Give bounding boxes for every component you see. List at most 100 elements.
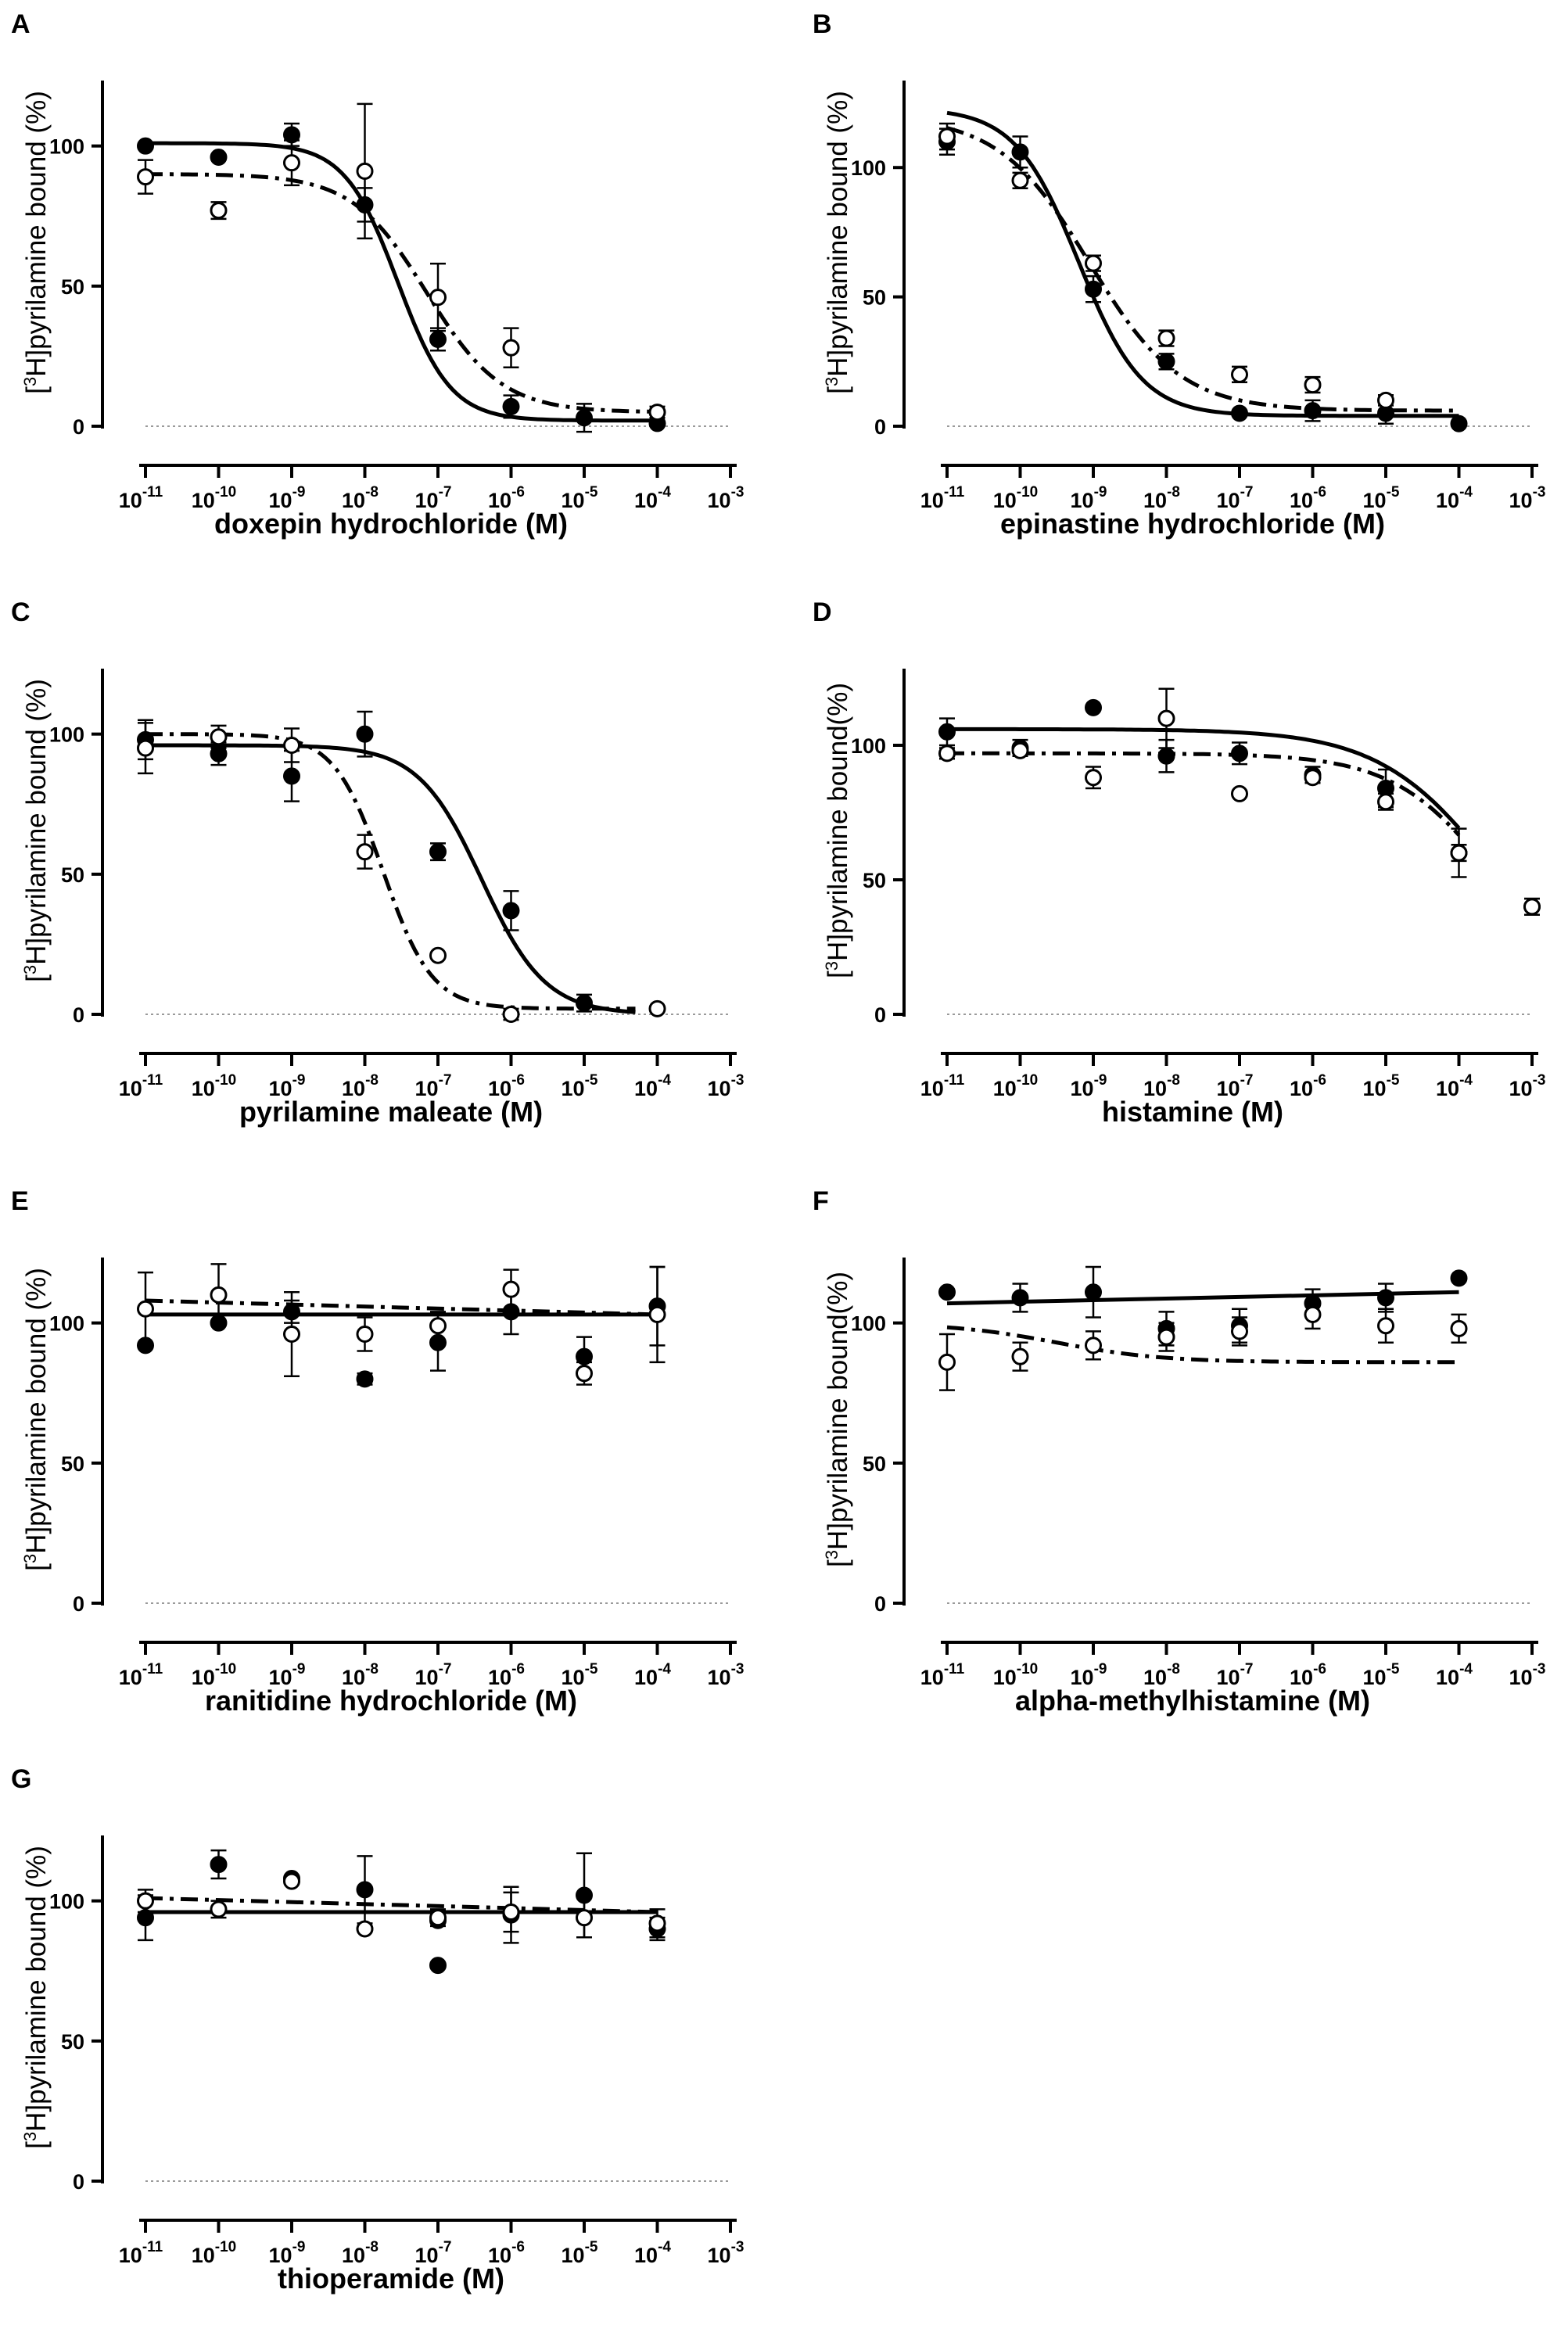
data-point-open: [137, 739, 154, 757]
x-tick-label: 10-3: [1509, 484, 1546, 512]
y-axis-label: [3H]pyrilamine bound (%): [822, 91, 853, 394]
x-tick-label: 10-5: [1363, 484, 1400, 512]
data-point-open: [1450, 1319, 1468, 1337]
data-point-filled: [576, 409, 593, 427]
data-point-filled: [429, 1957, 447, 1975]
y-axis: 0 50 100: [49, 1258, 104, 1616]
series-open: [938, 687, 1541, 916]
fit-line-filled: [145, 141, 658, 423]
data-point-open: [137, 1300, 154, 1318]
x-axis: 10-11 10-10 10-9 10-8 10-7 10-6 10-5 10-4 10-3: [119, 1052, 744, 1100]
x-tick-label: 10-11: [119, 484, 163, 512]
x-tick-label: 10-7: [415, 484, 452, 512]
series-open: [137, 722, 666, 1023]
x-tick-label: 10-3: [708, 2239, 745, 2267]
data-point-filled: [1450, 414, 1468, 432]
y-tick-label: 100: [49, 1312, 84, 1336]
x-tick-label: 10-11: [119, 1072, 163, 1100]
y-tick-label: 0: [73, 415, 84, 439]
data-point-filled: [502, 902, 520, 920]
x-axis-label: doxepin hydrochloride (M): [214, 508, 568, 540]
data-point-open: [356, 843, 374, 861]
panel-letter: B: [813, 9, 832, 39]
fit-line-open: [145, 732, 636, 1011]
x-tick-label: 10-6: [1290, 1661, 1326, 1689]
y-tick-label: 100: [851, 734, 886, 758]
x-tick-label: 10-5: [562, 2239, 598, 2267]
data-point-filled: [938, 723, 956, 741]
fit-line-open: [145, 172, 658, 414]
data-point-open: [1231, 784, 1248, 802]
panel-letter: G: [11, 1764, 31, 1794]
x-tick-label: 10-3: [708, 484, 745, 512]
data-point-filled: [1011, 143, 1029, 161]
data-point-open: [1085, 1337, 1102, 1354]
x-tick-label: 10-6: [1290, 484, 1326, 512]
fit-line-filled: [946, 110, 1459, 418]
fit-line-open: [947, 751, 1461, 837]
series-open: [137, 1872, 666, 1939]
x-axis: 10-11 10-10 10-9 10-8 10-7 10-6 10-5 10-4 10-3: [920, 1052, 1545, 1100]
data-point-open: [1011, 1347, 1029, 1365]
x-tick-label: 10-11: [119, 2239, 163, 2267]
data-point-filled: [1085, 1283, 1102, 1301]
chart-panel-d: D 0 50 100[3H]pyrilamine bound(%) 10-11 10-10…: [813, 597, 1545, 1128]
panel-letter: A: [11, 9, 30, 39]
x-axis-label: alpha-methylhistamine (M): [1015, 1685, 1370, 1717]
data-point-open: [137, 168, 154, 186]
y-axis-label: [3H]pyrilamine bound (%): [20, 91, 52, 394]
x-axis-label: epinastine hydrochloride (M): [1000, 508, 1385, 540]
y-tick-label: 50: [61, 275, 84, 299]
data-point-filled: [1085, 698, 1102, 716]
x-tick-label: 10-8: [1143, 484, 1180, 512]
data-point-open: [429, 289, 447, 307]
data-point-open: [429, 1317, 447, 1335]
series-filled: [938, 698, 1541, 916]
chart-panel-f: F 0 50 100[3H]pyrilamine bound(%) 10-11 10-10…: [813, 1186, 1545, 1717]
panel-letter: C: [11, 597, 30, 627]
data-point-open: [938, 127, 956, 145]
x-tick-label: 10-8: [1143, 1661, 1180, 1689]
data-point-filled: [1157, 353, 1175, 371]
data-point-open: [210, 202, 228, 220]
data-point-open: [210, 1286, 228, 1304]
x-tick-label: 10-8: [342, 2239, 379, 2267]
data-point-open: [1157, 709, 1175, 727]
x-tick-label: 10-9: [269, 1072, 306, 1100]
data-point-open: [210, 1900, 228, 1918]
x-tick-label: 10-8: [342, 484, 379, 512]
x-tick-label: 10-4: [634, 2239, 671, 2267]
data-point-open: [1377, 793, 1394, 811]
fit-line-filled: [145, 743, 636, 1014]
data-point-filled: [356, 1881, 374, 1899]
data-point-filled: [502, 397, 520, 415]
x-tick-label: 10-9: [269, 484, 306, 512]
y-tick-label: 50: [61, 863, 84, 887]
data-point-filled: [429, 330, 447, 348]
y-tick-label: 50: [863, 869, 886, 892]
data-point-filled: [1231, 404, 1248, 422]
data-point-open: [1304, 376, 1322, 394]
y-axis-label: [3H]pyrilamine bound(%): [822, 1272, 853, 1567]
x-axis: 10-11 10-10 10-9 10-8 10-7 10-6 10-5 10-4 10-3: [920, 1641, 1545, 1689]
x-axis-label: ranitidine hydrochloride (M): [205, 1685, 577, 1717]
x-tick-label: 10-7: [415, 1661, 452, 1689]
x-tick-label: 10-6: [488, 1072, 525, 1100]
data-point-open: [648, 404, 666, 422]
y-axis: 0 50 100: [49, 1835, 104, 2194]
x-tick-label: 10-9: [269, 1661, 306, 1689]
data-point-filled: [1377, 1289, 1394, 1307]
data-point-filled: [1450, 1269, 1468, 1287]
x-tick-label: 10-9: [269, 2239, 306, 2267]
series-filled: [938, 110, 1468, 432]
y-tick-label: 50: [61, 1452, 84, 1476]
x-tick-label: 10-10: [192, 1072, 237, 1100]
data-point-open: [1011, 171, 1029, 189]
data-point-open: [429, 1909, 447, 1927]
series-filled: [137, 710, 636, 1014]
